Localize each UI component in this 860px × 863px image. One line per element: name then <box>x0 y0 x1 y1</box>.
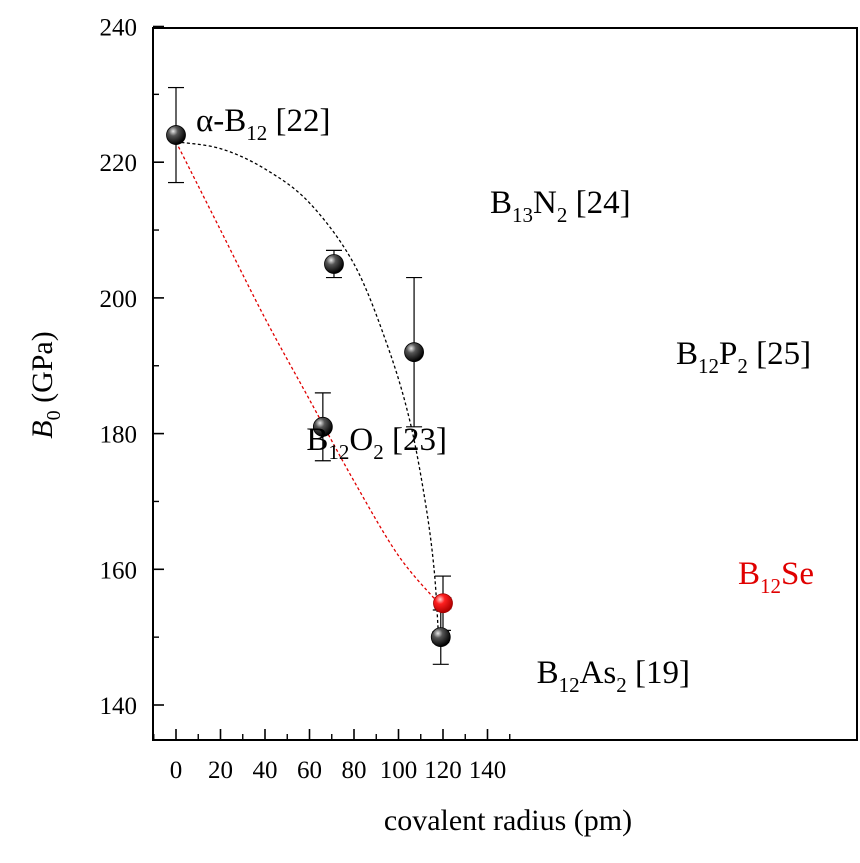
label-subscript: 12 <box>559 673 580 697</box>
label-text: B <box>490 185 512 221</box>
data-point-b12o2 <box>312 416 333 437</box>
label-subscript: 2 <box>373 440 384 464</box>
label-subscript: 12 <box>760 574 781 598</box>
label-subscript: 2 <box>737 354 748 378</box>
y-tick-label: 200 <box>100 286 138 313</box>
x-axis-title: covalent radius (pm) <box>384 804 632 837</box>
label-text: B <box>306 422 328 458</box>
x-tick-label: 120 <box>424 757 462 784</box>
x-tick-label: 40 <box>253 757 278 784</box>
label-subscript: 2 <box>616 673 627 697</box>
axis-ticks: 0 20 40 60 80 100 120 140 140 160 180 200 220 240 <box>100 15 511 784</box>
point-label-alpha-b12: α-B12 [22] <box>196 103 331 145</box>
label-text: As <box>580 655 617 691</box>
plot-frame <box>152 27 858 741</box>
label-text: B <box>537 655 559 691</box>
point-label-b12as2: B12As2 [19] <box>537 655 690 697</box>
label-text: B <box>676 336 698 372</box>
x-tick-label: 0 <box>170 757 183 784</box>
label-text: [25] <box>748 336 811 372</box>
y-axis-title-main: B <box>26 420 59 438</box>
y-tick-label: 220 <box>100 150 138 177</box>
y-tick-label: 240 <box>100 15 138 42</box>
x-tick-label: 80 <box>342 757 367 784</box>
label-subscript: 12 <box>698 354 719 378</box>
y-tick-label: 180 <box>100 422 138 449</box>
y-axis-title: B0 (GPa) <box>26 331 65 438</box>
error-bars <box>168 86 452 665</box>
data-point-b12as2 <box>430 627 451 648</box>
x-tick-label: 60 <box>297 757 322 784</box>
label-text: [24] <box>567 185 630 221</box>
label-text: O <box>349 422 373 458</box>
y-tick-label: 160 <box>100 557 138 584</box>
point-label-b12o2: B12O2 [23] <box>306 422 447 464</box>
data-point-b12se <box>433 593 453 614</box>
fit-curves <box>175 141 440 638</box>
label-subscript: 2 <box>557 203 568 227</box>
label-text: B <box>738 556 760 592</box>
label-subscript: 12 <box>246 121 267 145</box>
label-subscript: 13 <box>512 203 533 227</box>
data-point-alpha-b12 <box>166 125 186 145</box>
y-axis-title-sub: 0 <box>43 410 65 420</box>
y-tick-label: 140 <box>100 693 138 720</box>
label-text: P <box>719 336 737 372</box>
x-tick-label: 100 <box>380 757 418 784</box>
point-label-b13n2: B13N2 [24] <box>490 185 631 227</box>
label-text: Se <box>781 556 814 592</box>
y-axis-title-rest: (GPa) <box>26 331 59 410</box>
black-fit-curve <box>175 141 440 638</box>
point-label-b12se: B12Se <box>738 556 814 598</box>
point-label-b12p2: B12P2 [25] <box>676 336 811 378</box>
x-tick-label: 140 <box>469 757 507 784</box>
data-point-b13n2 <box>324 254 344 274</box>
x-tick-label: 20 <box>208 757 233 784</box>
data-point-b12p2 <box>404 342 424 363</box>
label-text: α-B <box>196 103 246 139</box>
label-subscript: 12 <box>328 440 349 464</box>
point-labels: α-B12 [22]B13N2 [24]B12P2 [25]B12O2 [23]… <box>196 103 814 697</box>
label-text: [22] <box>267 103 330 139</box>
label-text: [23] <box>384 422 447 458</box>
label-text: N <box>533 185 557 221</box>
label-text: [19] <box>627 655 690 691</box>
data-points <box>166 125 453 648</box>
red-fit-curve <box>175 141 440 604</box>
